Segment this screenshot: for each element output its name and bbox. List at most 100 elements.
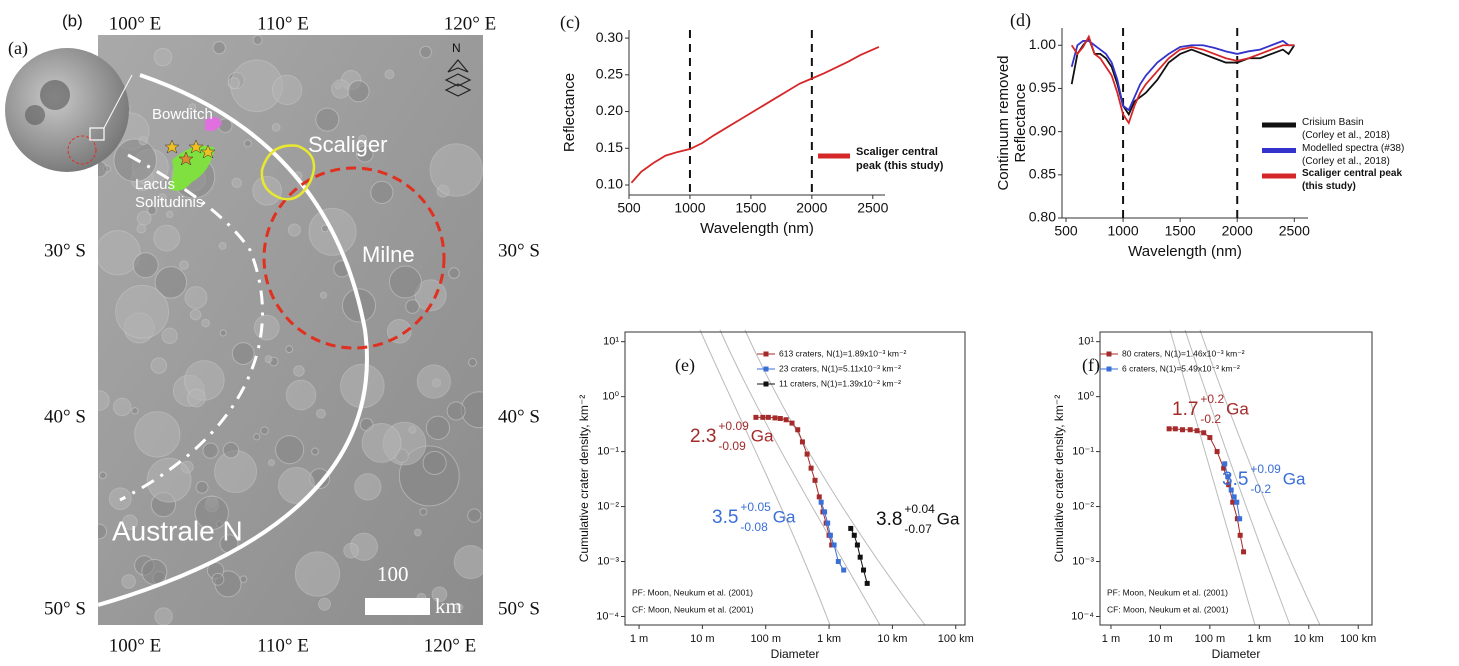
map: (a) (b) 100° E 110° E 120° E 100° E 110°… [5,11,1321,656]
crater [154,607,173,625]
x-tick-label: 10 km [877,633,907,645]
isochron [699,329,926,626]
y-tick-label: 0.30 [596,29,623,45]
inner-rim [119,153,264,502]
y-axis-label: Reflectance [1012,83,1029,162]
age-value: 3.5 [1222,469,1248,490]
crater [419,507,428,516]
data-point [861,567,867,573]
crater [99,471,107,480]
crater [431,586,448,603]
x-tick-label: 500 [617,200,641,216]
data-point [1180,427,1186,433]
y-tick-label: 0.95 [1029,79,1056,95]
crater [211,572,225,586]
crater [202,442,219,459]
data-point [1201,430,1207,436]
mare [25,105,45,125]
crater [293,365,305,377]
y-tick-label: 10⁰ [602,391,619,403]
age-minus: -0.2 [1200,412,1221,426]
series-line [1070,36,1296,117]
age-unit: Ga [773,507,796,526]
y-tick-label: 10⁻³ [597,555,619,567]
globe-basin [67,135,97,165]
map-image [98,35,483,625]
series-line [1070,39,1295,112]
legend-label: 23 craters, N(1)=5.11x10⁻³ km⁻² [779,363,901,373]
crater [188,103,197,111]
crater [384,69,395,80]
crater [147,205,157,216]
crater [166,210,174,219]
crater [460,391,483,429]
data-point [854,542,860,548]
y-axis-label: Continuum removed [995,55,1012,190]
panel-label: (b) [62,11,83,30]
x-tick-label: 1 km [817,633,841,645]
y-tick-label: 10⁻⁴ [596,610,619,622]
series-line [630,46,880,184]
legend-label: 80 craters, N(1)=1.46x10⁻³ km⁻² [1122,348,1245,358]
x-tick-label: 10 km [1294,633,1324,645]
crater [161,327,178,344]
data-point [812,477,818,483]
data-point [799,439,805,445]
data-point [760,414,766,420]
crater [356,145,374,163]
data-point [1228,487,1234,493]
legend-label: 11 craters, N(1)=1.39x10⁻² km⁻² [779,378,901,388]
panel-label: (e) [675,355,695,376]
crater [448,267,460,279]
lon-label: 100° E [109,13,161,34]
data-point [808,465,814,471]
x-tick-label: 1 m [1102,633,1120,645]
x-tick-label: 100 m [1195,633,1226,645]
data-point [822,509,828,515]
legend-label: Modelled spectra (#38) [1302,142,1405,154]
crater [467,508,482,523]
y-tick-label: 0.25 [596,66,623,82]
crater [331,79,351,99]
data-point [1194,428,1200,434]
plot-frame [624,331,966,626]
crater [231,342,255,365]
crater [413,528,422,537]
crater [347,80,370,103]
crater [285,345,294,354]
data-point [1172,426,1178,432]
legend-marker [763,351,769,357]
x-tick-label: 1 m [630,633,648,645]
map-overlays [98,59,472,615]
crater [153,47,173,67]
age-unit: Ga [1283,469,1306,488]
age-plus: +0.05 [740,500,771,514]
legend-label: 613 craters, N(1)=1.89x10⁻³ km⁻² [779,348,906,358]
crater [386,319,412,344]
note: CF: Moon, Neukum et al. (2001) [1107,604,1229,614]
data-point [841,567,847,573]
feature-label: Bowditch [152,106,213,123]
crater [319,291,328,299]
x-tick-label: 2000 [1222,223,1253,239]
globe-box [89,127,105,141]
lon-label: 120° E [424,635,476,656]
data-point [1230,499,1236,505]
crater [219,329,227,337]
legend-label: 6 craters, N(1)=5.49x10⁻³ km⁻² [1122,363,1240,373]
y-tick-label: 0.10 [596,176,623,192]
crater [316,408,326,419]
data-point [1237,516,1243,522]
y-tick-label: 10⁻² [597,500,619,512]
x-tick-label: 2500 [857,200,888,216]
crater [98,390,110,411]
crater [243,139,252,148]
bowditch-area [205,116,222,132]
crater [218,242,227,250]
crater [260,426,269,435]
data-point [825,520,831,526]
x-tick-label: 1500 [1165,223,1196,239]
crater [252,35,263,46]
crater [370,180,394,204]
data-point [772,415,778,421]
